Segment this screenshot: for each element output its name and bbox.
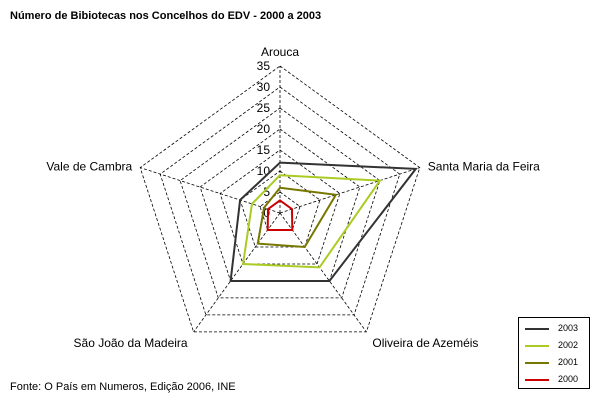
legend-label: 2001 (558, 357, 579, 367)
source-note: Fonte: O País em Numeros, Edição 2006, I… (10, 381, 236, 393)
radial-tick-label: 25 (257, 101, 271, 115)
chart-title: Número de Bibiotecas nos Concelhos do ED… (10, 10, 322, 22)
legend-swatch (525, 328, 549, 330)
legend-item: 2003 (525, 322, 589, 336)
legend-item: 2001 (525, 356, 589, 370)
axis-label: Vale de Cambra (46, 160, 132, 174)
axis-spoke (140, 167, 281, 214)
grid-ring (239, 170, 321, 248)
axis-label: Oliveira de Azeméis (372, 336, 478, 350)
radial-tick-label: 5 (263, 185, 270, 199)
series-line-2003 (229, 161, 418, 282)
radial-tick-label: 30 (257, 80, 271, 94)
axis-spoke (279, 212, 367, 333)
legend-swatch (525, 362, 549, 364)
grid-ring (219, 149, 341, 265)
radial-tick-label: 35 (257, 59, 271, 73)
grid-ring (179, 107, 381, 299)
axis-label: Santa Maria da Feira (428, 160, 540, 174)
legend-swatch (525, 345, 549, 347)
axis-label: São João da Madeira (74, 336, 188, 350)
series-line-2000 (266, 199, 294, 231)
radial-tick-label: 20 (257, 122, 271, 136)
legend-item: 2000 (525, 373, 589, 387)
grid-ring (159, 86, 401, 316)
legend-swatch (525, 379, 549, 381)
series-line-2001 (256, 186, 338, 249)
axis-spoke (279, 167, 420, 214)
series-line-2002 (241, 174, 382, 269)
axis-spoke (193, 212, 281, 333)
radial-tick-label: 10 (257, 164, 271, 178)
grid-ring (139, 65, 421, 333)
legend-item: 2002 (525, 339, 589, 353)
legend-label: 2003 (558, 323, 579, 333)
radial-tick-label: 15 (257, 143, 271, 157)
axis-label: Arouca (261, 45, 299, 59)
legend-label: 2000 (558, 374, 579, 384)
legend-label: 2002 (558, 340, 579, 350)
legend: 2003 2002 2001 2000 (518, 317, 590, 389)
radial-tick-label: 0 (263, 206, 270, 220)
